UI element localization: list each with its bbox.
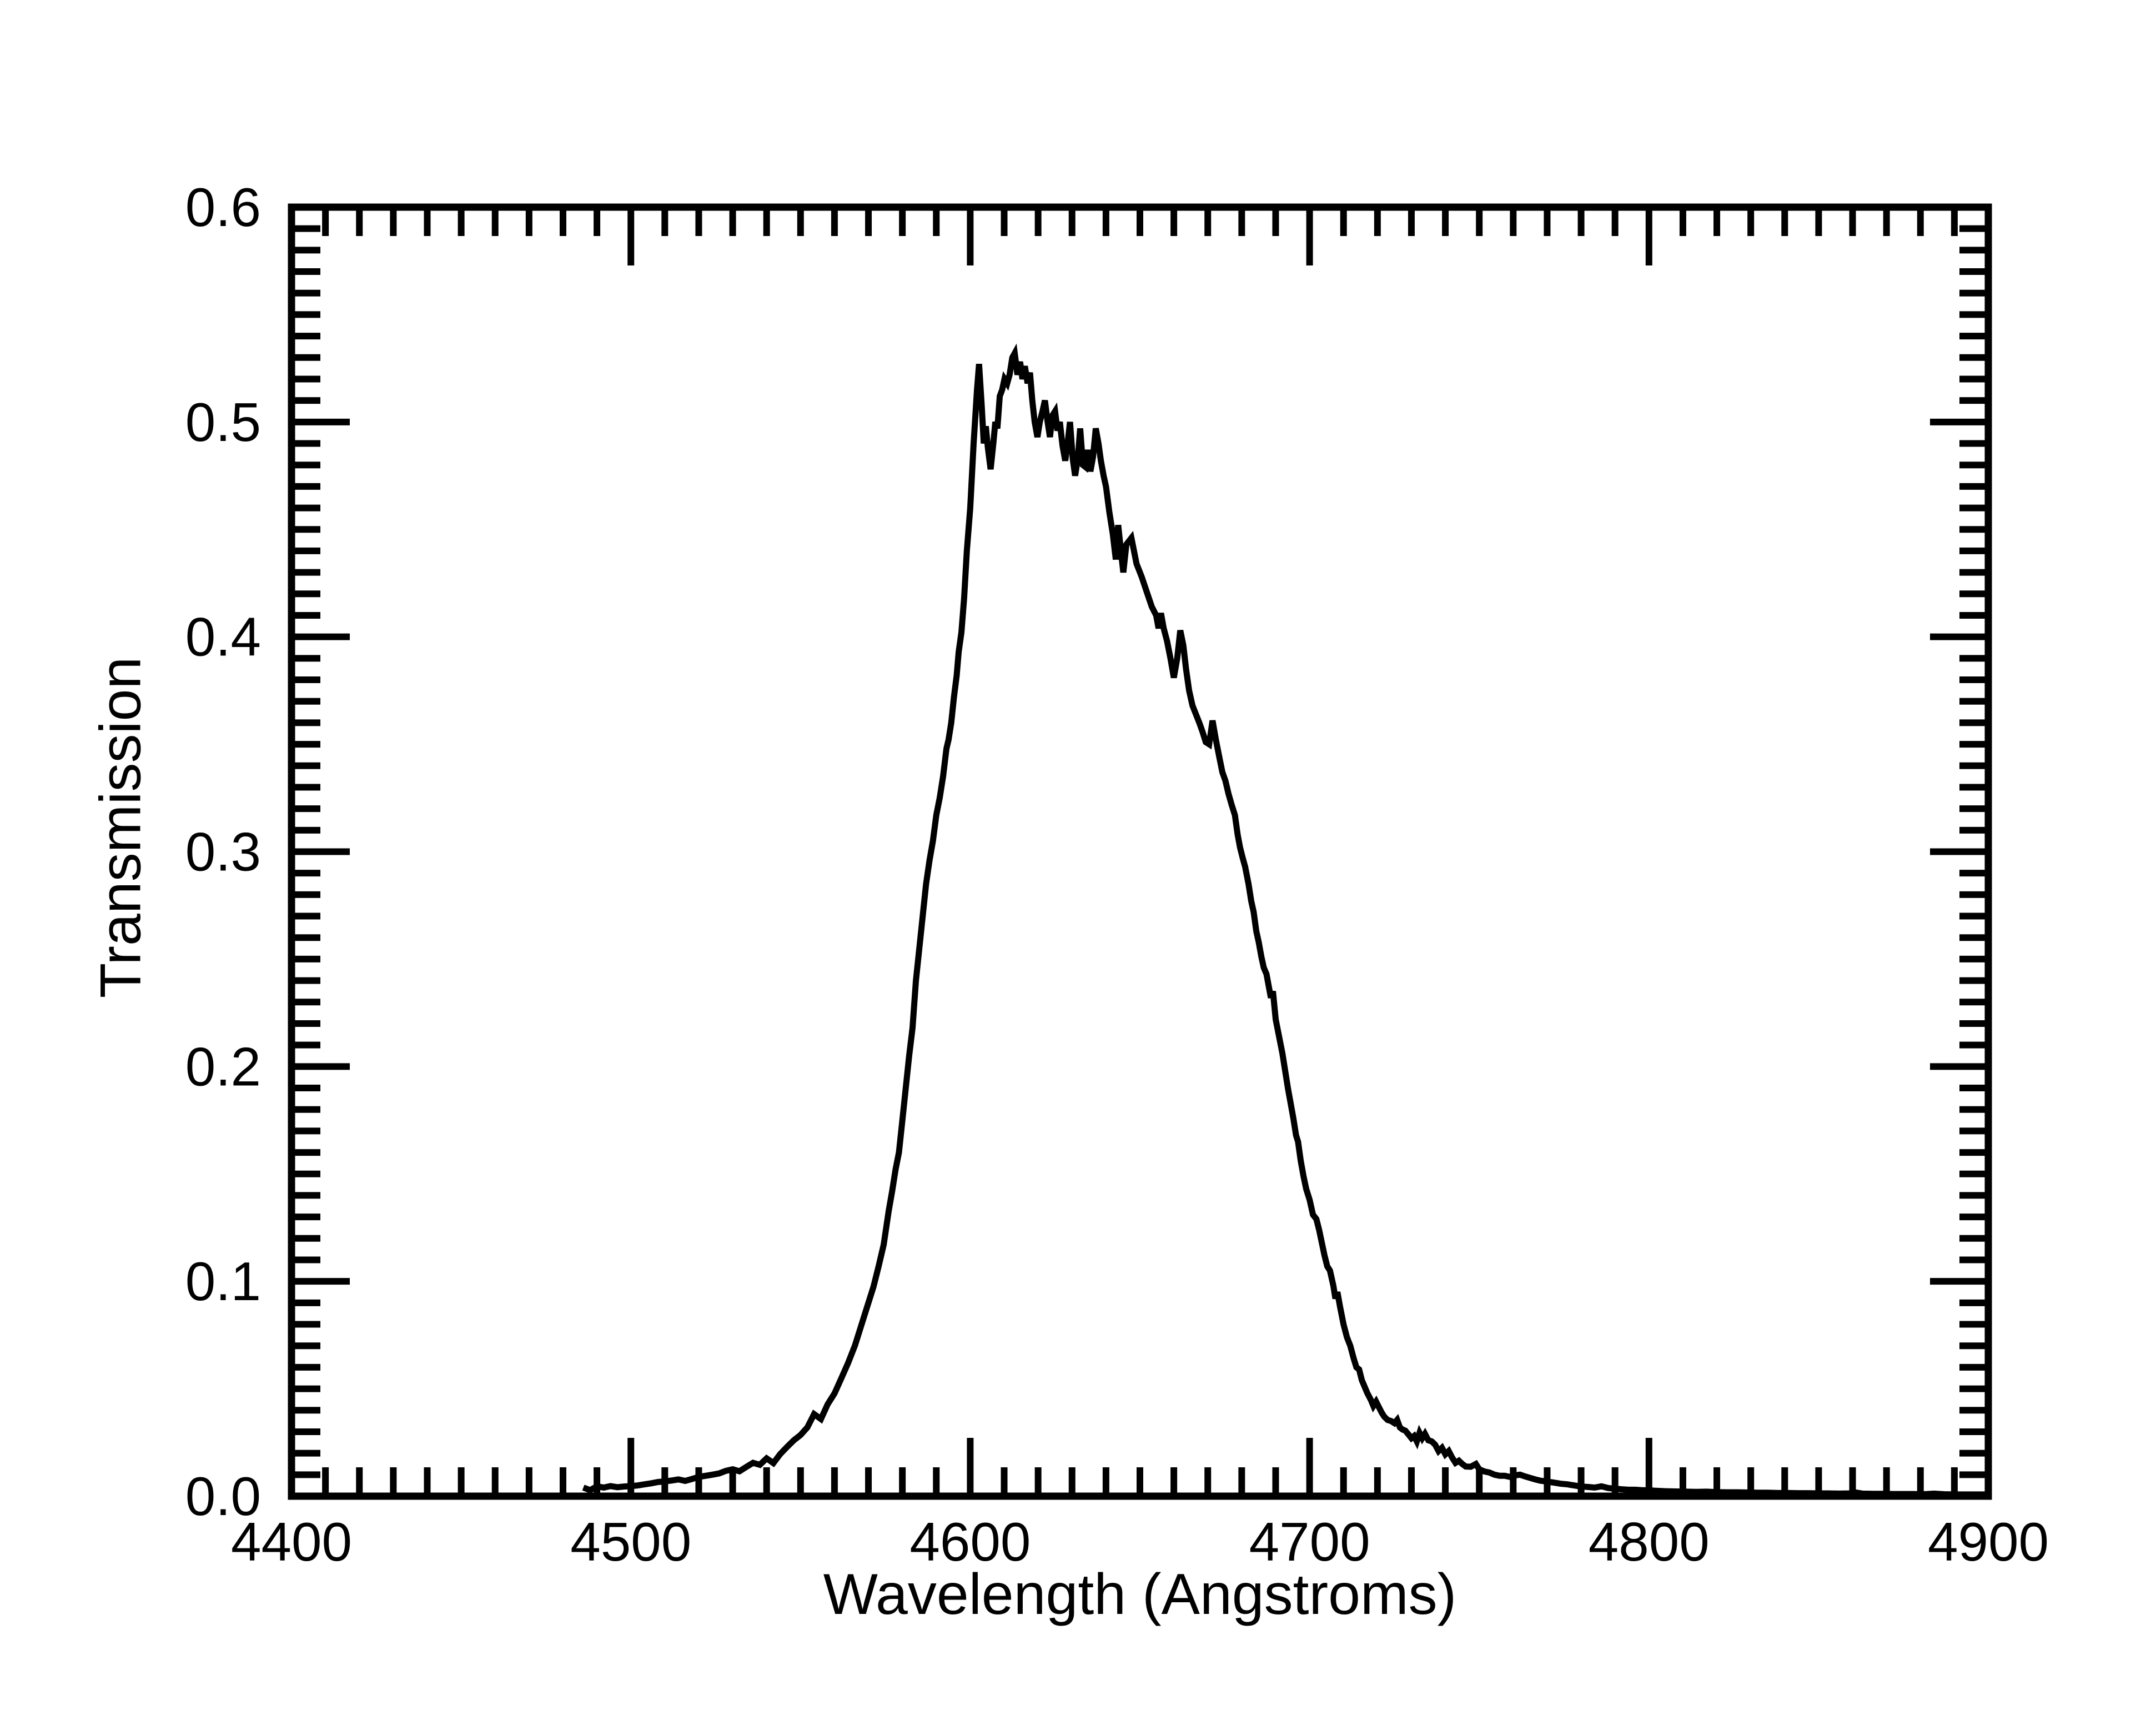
y-tick-label: 0.3 bbox=[185, 821, 261, 882]
transmission-curve bbox=[582, 343, 1985, 1498]
x-tick-label: 4400 bbox=[231, 1511, 352, 1572]
axis-ticks bbox=[288, 204, 1992, 1500]
axis-tick-labels: 4400 4500 4600 4700 4800 4900 0.0 0.1 0.2 0.3 0.4 0… bbox=[185, 177, 2049, 1572]
x-tick-label: 4500 bbox=[570, 1511, 691, 1572]
x-tick-label: 4600 bbox=[909, 1511, 1031, 1572]
y-tick-label: 0.1 bbox=[185, 1251, 261, 1312]
plot-frame bbox=[288, 203, 1992, 1500]
y-tick-label: 0.5 bbox=[185, 392, 261, 453]
y-tick-label: 0.0 bbox=[185, 1466, 261, 1527]
y-tick-label: 0.2 bbox=[185, 1036, 261, 1097]
x-tick-label: 4700 bbox=[1249, 1511, 1370, 1572]
x-tick-label: 4800 bbox=[1589, 1511, 1710, 1572]
y-tick-label: 0.6 bbox=[185, 177, 261, 238]
x-axis-title: Wavelength (Angstroms) bbox=[823, 1562, 1457, 1627]
y-axis-title: Transmission bbox=[88, 656, 153, 999]
x-tick-label: 4900 bbox=[1928, 1511, 2049, 1572]
y-tick-label: 0.4 bbox=[185, 606, 261, 668]
